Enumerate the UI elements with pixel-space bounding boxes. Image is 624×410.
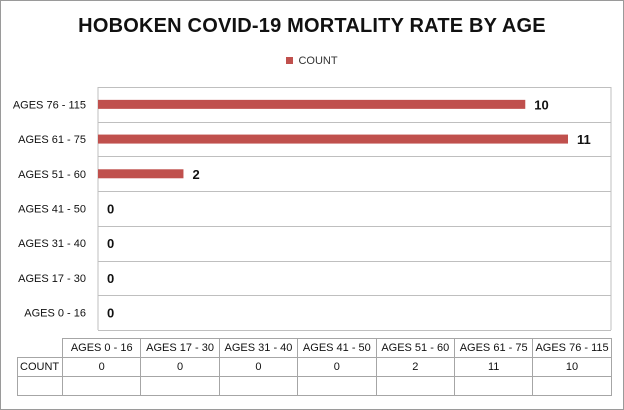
data-table-value-cell: 2 <box>375 357 455 377</box>
plot-area: AGES 0 - 16 0 AGES 17 - 30 0 AGES 31 - 40 0 AG… <box>13 87 612 331</box>
data-label: 0 <box>107 306 114 321</box>
data-label: 0 <box>107 202 114 217</box>
data-table: AGES 0 - 16 AGES 17 - 30 AGES 31 - 40 AGES … <box>17 338 612 396</box>
data-label: 0 <box>107 271 114 286</box>
data-table-corner <box>17 338 63 358</box>
data-table-empty-row <box>17 376 612 396</box>
data-table-header-cell: AGES 61 - 75 <box>453 338 534 358</box>
data-table-count-row: COUNT 0 0 0 0 2 11 10 <box>17 357 612 377</box>
bar <box>98 169 184 179</box>
data-table-empty-cell <box>453 376 534 396</box>
data-table-row-label: COUNT <box>17 357 63 377</box>
data-table-value-cell: 0 <box>297 357 377 377</box>
data-table-empty-cell <box>140 376 220 396</box>
data-table-header-cell: AGES 51 - 60 <box>375 338 455 358</box>
data-table-header-cell: AGES 0 - 16 <box>61 338 142 358</box>
chart-title: HOBOKEN COVID-19 MORTALITY RATE BY AGE <box>78 15 546 37</box>
category-label: AGES 17 - 30 <box>18 273 86 285</box>
legend: COUNT <box>1 55 623 67</box>
data-table-header-row: AGES 0 - 16 AGES 17 - 30 AGES 31 - 40 AGES … <box>17 338 612 358</box>
data-label: 10 <box>534 97 548 112</box>
data-label: 11 <box>577 132 591 147</box>
data-table-value-cell: 0 <box>61 357 142 377</box>
data-table-empty-cell <box>375 376 455 396</box>
data-table-header-cell: AGES 17 - 30 <box>140 338 220 358</box>
data-table-empty-cell <box>532 376 612 396</box>
data-table-empty-cell <box>218 376 299 396</box>
data-table-empty-cell <box>61 376 142 396</box>
data-table-empty-cell <box>17 376 63 396</box>
data-label: 0 <box>107 236 114 251</box>
category-label: AGES 0 - 16 <box>24 308 86 320</box>
category-label: AGES 61 - 75 <box>18 134 86 146</box>
legend-swatch <box>286 57 294 64</box>
category-label: AGES 76 - 115 <box>13 99 86 111</box>
data-label: 2 <box>192 167 199 182</box>
category-label: AGES 31 - 40 <box>18 238 86 250</box>
category-label: AGES 51 - 60 <box>18 169 86 181</box>
data-table-empty-cell <box>297 376 377 396</box>
data-table-value-cell: 10 <box>532 357 612 377</box>
legend-label: COUNT <box>298 55 338 67</box>
data-table-header-cell: AGES 31 - 40 <box>218 338 299 358</box>
data-table-header-cell: AGES 76 - 115 <box>532 338 612 358</box>
data-table-header-cell: AGES 41 - 50 <box>297 338 377 358</box>
category-label: AGES 41 - 50 <box>18 204 86 216</box>
data-table-value-cell: 0 <box>218 357 299 377</box>
bar <box>98 99 526 109</box>
bar <box>98 134 568 144</box>
data-table-value-cell: 11 <box>453 357 534 377</box>
data-table-value-cell: 0 <box>140 357 220 377</box>
